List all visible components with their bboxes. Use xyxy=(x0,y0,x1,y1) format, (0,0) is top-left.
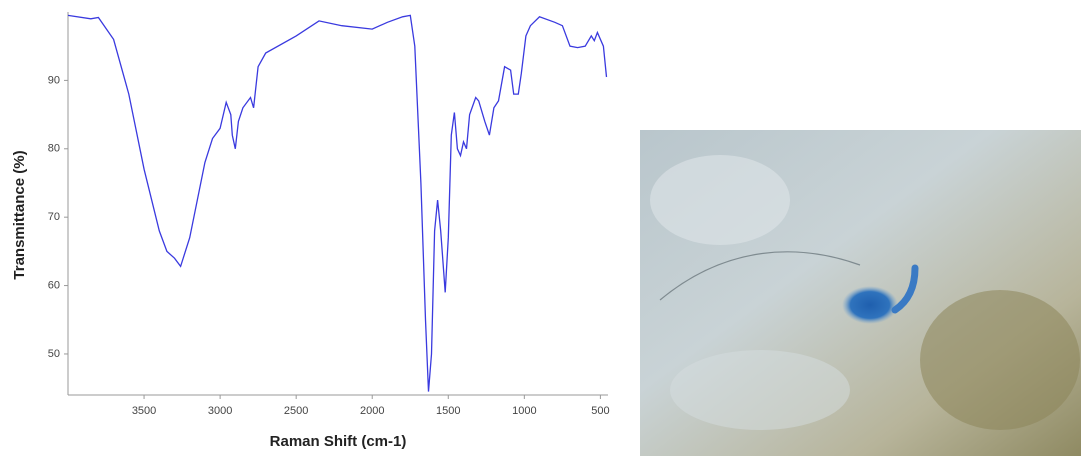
x-tick-label: 3500 xyxy=(132,405,156,417)
y-axis-title: Transmittance (%) xyxy=(11,150,28,279)
x-tick-label: 2000 xyxy=(360,405,384,417)
x-tick-label: 1500 xyxy=(436,405,460,417)
x-tick-label: 1000 xyxy=(512,405,536,417)
y-tick-label: 60 xyxy=(48,279,60,291)
x-tick-label: 2500 xyxy=(284,405,308,417)
x-tick-label: 500 xyxy=(591,405,609,417)
x-axis-title: Raman Shift (cm-1) xyxy=(270,433,407,450)
y-tick-label: 50 xyxy=(48,348,60,360)
y-tick-label: 80 xyxy=(48,143,60,155)
spectrum-line xyxy=(67,14,608,392)
y-tick-label: 70 xyxy=(48,211,60,223)
micrograph xyxy=(640,130,1081,456)
x-tick-label: 3000 xyxy=(208,405,232,417)
y-tick-label: 90 xyxy=(48,74,60,86)
